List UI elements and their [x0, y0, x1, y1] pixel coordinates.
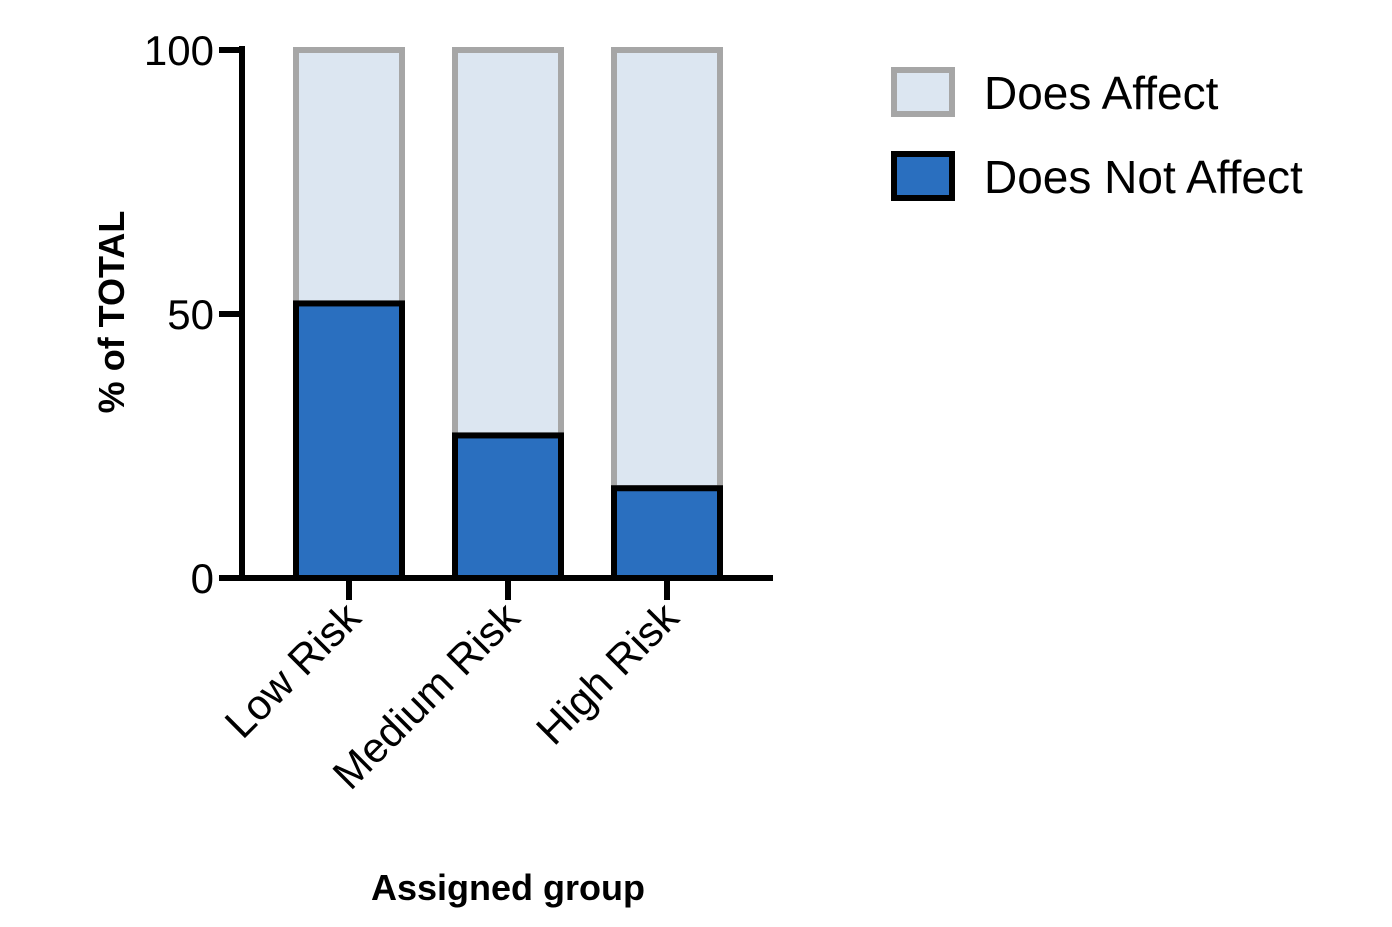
- bar-low-risk-does-affect: [293, 47, 405, 307]
- bar-outline-medium-risk: [452, 432, 564, 581]
- legend-label-does-not-affect: Does Not Affect: [984, 151, 1303, 203]
- bar-high-risk-does-affect: [611, 47, 723, 492]
- bars-group: [293, 47, 723, 581]
- legend-swatch-does-affect: [891, 67, 955, 117]
- y-tick-label: 0: [191, 555, 214, 602]
- x-tick-label: High Risk: [527, 592, 688, 753]
- y-ticks-group: 0 50 100: [144, 27, 242, 602]
- x-axis-title: Assigned group: [371, 867, 645, 908]
- bar-outline-high-risk: [611, 485, 723, 581]
- legend-label-does-affect: Does Affect: [984, 67, 1219, 119]
- bar-medium-risk-does-affect: [452, 47, 564, 439]
- y-tick-label: 100: [144, 27, 214, 74]
- y-axis-title: % of TOTAL: [91, 211, 132, 414]
- y-tick-label: 50: [167, 291, 214, 338]
- legend-swatch-does-not-affect: [891, 151, 955, 201]
- legend: Does Affect Does Not Affect: [891, 67, 1303, 203]
- bar-outline-low-risk: [293, 300, 405, 581]
- x-tick-label: Low Risk: [216, 592, 370, 746]
